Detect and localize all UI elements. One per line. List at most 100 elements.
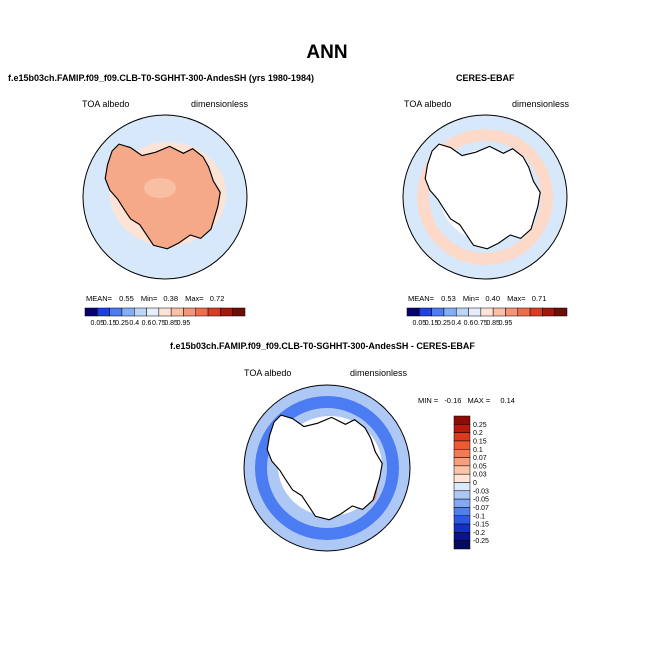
obs-colorbar-swatch	[419, 307, 432, 317]
diff-colorbar-tick-label: 0.1	[473, 447, 483, 454]
model-mean-value: 0.55	[119, 294, 134, 303]
obs-map	[402, 114, 568, 280]
obs-min-value: 0.40	[485, 294, 501, 303]
diff-colorbar-swatch	[453, 523, 471, 533]
obs-colorbar-swatch	[505, 307, 519, 317]
model-min-label: Min=	[140, 294, 158, 303]
model-max-value: 0.72	[209, 294, 225, 303]
diff-min-value: -0.16	[444, 396, 462, 405]
diff-max-value: 0.14	[500, 396, 515, 405]
diff-colorbar-swatch	[453, 465, 471, 475]
model-colorbar-swatch	[183, 307, 197, 317]
obs-colorbar-swatch	[492, 307, 506, 317]
diff-colorbar-tick-label: -0.05	[473, 497, 489, 504]
obs-colorbar-swatch	[431, 307, 445, 317]
obs-colorbar-swatch	[468, 307, 482, 317]
obs-colorbar: 0.050.150.25 0.4 0.6 0.750.850.95	[406, 307, 568, 327]
diff-map-border	[243, 384, 411, 552]
diff-colorbar-tick-label: 0.07	[473, 455, 487, 462]
diff-colorbar-tick-label: 0.05	[473, 463, 487, 470]
model-high-albedo-patch	[144, 178, 176, 198]
obs-colorbar-tick-label: 0.95	[499, 320, 513, 327]
model-colorbar-swatch	[195, 307, 209, 317]
obs-colorbar-swatch	[529, 307, 543, 317]
obs-colorbar-swatch	[406, 307, 420, 317]
model-colorbar-tick-label: 0.6	[142, 320, 152, 327]
obs-mean-value: 0.53	[441, 294, 456, 303]
diff-units-label: dimensionless	[350, 368, 408, 378]
diff-map	[243, 384, 411, 552]
diff-colorbar-tick-label: -0.2	[473, 530, 485, 537]
obs-max-label: Max=	[507, 294, 526, 303]
obs-colorbar-swatch	[443, 307, 457, 317]
model-colorbar: 0.050.150.25 0.4 0.6 0.750.850.95	[84, 307, 246, 327]
model-colorbar-swatch	[158, 307, 172, 317]
diff-colorbar-tick-label: 0.25	[473, 422, 487, 429]
diff-colorbar-swatch	[453, 515, 471, 525]
obs-stats: MEAN= 0.53 Min= 0.40 Max= 0.71	[408, 294, 546, 303]
obs-colorbar-swatch	[554, 307, 568, 317]
model-variable-label: TOA albedo	[82, 99, 130, 109]
model-colorbar-swatch	[109, 307, 123, 317]
obs-units-label: dimensionless	[512, 99, 570, 109]
obs-colorbar-tick-label: 0.85	[486, 320, 500, 327]
model-colorbar-swatch	[84, 307, 98, 317]
diff-colorbar-tick-label: 0.03	[473, 472, 487, 479]
obs-colorbar-swatch	[480, 307, 494, 317]
obs-colorbar-tick-label: 0.25	[437, 320, 451, 327]
model-colorbar-tick-label: 0.15	[103, 320, 117, 327]
obs-colorbar-tick-label: 0.4	[451, 320, 461, 327]
model-colorbar-tick-label: 0.75	[152, 320, 166, 327]
model-map-border	[82, 114, 248, 280]
diff-colorbar-swatch	[453, 440, 471, 450]
diff-colorbar-swatch	[453, 482, 471, 492]
model-colorbar-swatch	[207, 307, 221, 317]
obs-colorbar-tick-label: 0.05	[412, 320, 426, 327]
diff-colorbar-swatch	[453, 432, 471, 442]
diff-colorbar-swatch	[453, 540, 471, 550]
diff-colorbar-swatch	[453, 424, 471, 433]
model-colorbar-swatch	[170, 307, 184, 317]
model-units-label: dimensionless	[191, 99, 249, 109]
obs-colorbar-swatch	[517, 307, 531, 317]
model-stats: MEAN= 0.55 Min= 0.38 Max= 0.72	[86, 294, 224, 303]
model-colorbar-tick-label: 0.05	[90, 320, 104, 327]
model-colorbar-tick-label: 0.4	[129, 320, 139, 327]
model-colorbar-tick-label: 0.95	[177, 320, 191, 327]
model-min-value: 0.38	[163, 294, 179, 303]
obs-colorbar-swatch	[455, 307, 469, 317]
diff-panel-title: f.e15b03ch.FAMIP.f09_f09.CLB-T0-SGHHT-30…	[170, 341, 475, 351]
diff-colorbar-swatch	[453, 498, 471, 508]
model-colorbar-swatch	[146, 307, 160, 317]
obs-colorbar-tick-label: 0.75	[474, 320, 488, 327]
diff-colorbar-tick-label: 0.15	[473, 438, 487, 445]
diff-colorbar-tick-label: 0.2	[473, 430, 483, 437]
obs-colorbar-tick-label: 0.15	[425, 320, 439, 327]
obs-colorbar-tick-label: 0.6	[464, 320, 474, 327]
diff-colorbar-tick-label: -0.07	[473, 505, 489, 512]
diff-colorbar-swatch	[453, 449, 471, 458]
diff-colorbar: 0.250.20.150.10.070.050.030-0.03-0.05-0.…	[453, 415, 489, 550]
model-colorbar-swatch	[133, 307, 147, 317]
model-panel-title: f.e15b03ch.FAMIP.f09_f09.CLB-T0-SGHHT-30…	[8, 73, 314, 83]
diff-colorbar-tick-label: 0	[473, 480, 477, 487]
diff-colorbar-tick-label: -0.15	[473, 522, 489, 529]
obs-variable-label: TOA albedo	[404, 99, 452, 109]
diff-stats: MIN = -0.16 MAX = 0.14	[418, 396, 515, 405]
model-colorbar-tick-label: 0.85	[164, 320, 178, 327]
obs-mean-label: MEAN=	[408, 294, 435, 303]
diff-min-label: MIN =	[418, 396, 439, 405]
diff-max-label: MAX =	[467, 396, 491, 405]
diff-colorbar-swatch	[453, 457, 471, 467]
figure-title: ANN	[306, 42, 348, 63]
diff-colorbar-tick-label: -0.1	[473, 513, 485, 520]
diff-colorbar-swatch	[453, 507, 471, 516]
diff-colorbar-swatch	[453, 490, 471, 500]
obs-max-value: 0.71	[531, 294, 547, 303]
diff-variable-label: TOA albedo	[244, 368, 292, 378]
diff-colorbar-swatch	[453, 532, 471, 541]
model-map	[82, 114, 248, 280]
model-max-label: Max=	[185, 294, 204, 303]
obs-colorbar-swatch	[542, 307, 555, 317]
